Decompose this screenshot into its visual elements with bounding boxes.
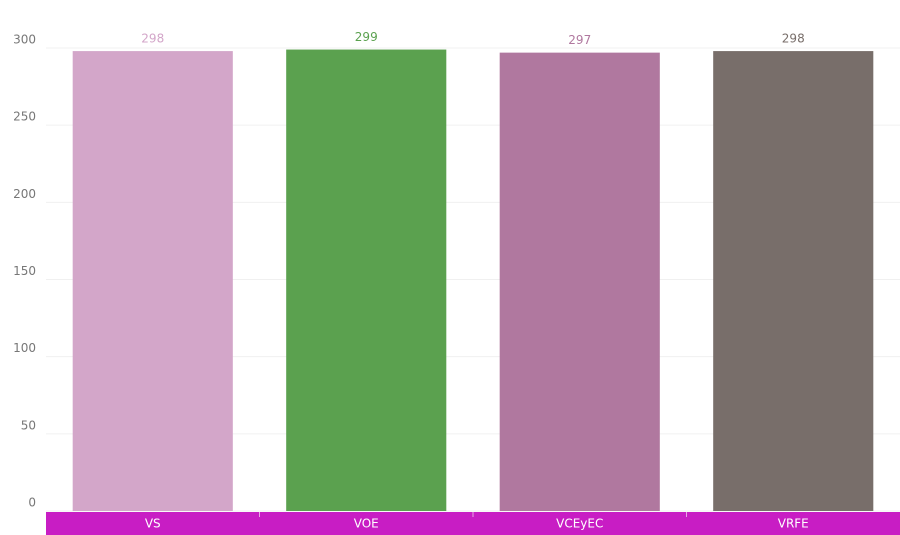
value-label: 297 [568,33,591,47]
x-tick-label: VCEyEC [556,517,603,531]
bar [713,51,874,511]
y-tick-label: 300 [13,33,36,47]
y-tick-label: 150 [13,264,36,278]
x-tick-label: VRFE [778,517,809,531]
value-label: 298 [782,32,805,46]
category-band [46,512,900,535]
bar [499,52,660,511]
y-tick-label: 250 [13,110,36,124]
value-label: 298 [141,32,164,46]
y-tick-label: 200 [13,187,36,201]
y-tick-label: 50 [21,418,36,432]
y-tick-label: 100 [13,341,36,355]
x-tick-label: VS [145,517,161,531]
bar [72,51,233,511]
x-tick-label: VOE [354,517,379,531]
value-label: 299 [355,30,378,44]
bar [286,49,447,511]
y-tick-label: 0 [28,496,36,510]
